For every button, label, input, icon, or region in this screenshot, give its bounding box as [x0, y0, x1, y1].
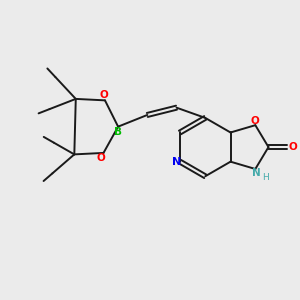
Text: O: O: [97, 153, 106, 163]
Text: N: N: [252, 168, 261, 178]
Text: O: O: [251, 116, 260, 126]
Text: O: O: [289, 142, 298, 152]
Text: O: O: [99, 90, 108, 100]
Text: N: N: [172, 157, 181, 167]
Text: H: H: [262, 173, 269, 182]
Text: B: B: [114, 127, 122, 137]
